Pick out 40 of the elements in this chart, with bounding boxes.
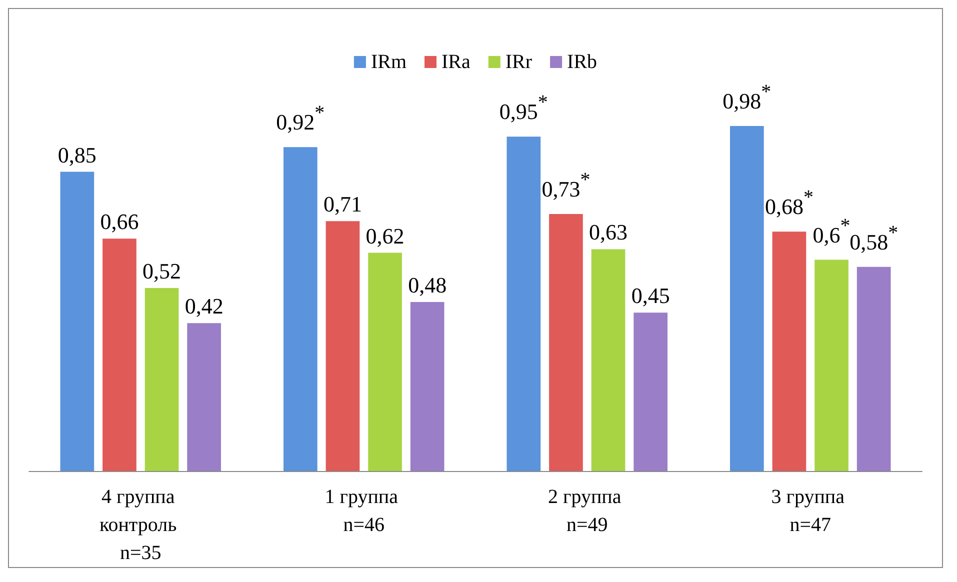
data-label: 0,62 <box>366 223 404 248</box>
bar <box>549 214 583 471</box>
bar <box>326 221 360 471</box>
data-label: 0,48 <box>408 272 447 298</box>
bar <box>102 238 136 471</box>
data-label: 0,52 <box>142 258 182 284</box>
data-label: 0,92* <box>276 102 325 135</box>
data-label: 0,6* <box>812 214 850 248</box>
legend-label: IRb <box>567 51 598 73</box>
bar <box>368 252 402 471</box>
bar <box>772 232 806 471</box>
bar <box>187 323 221 471</box>
bar <box>410 302 444 471</box>
data-label: 0,63 <box>589 220 628 245</box>
data-label: 0,42 <box>184 294 224 319</box>
data-label: 0,73* <box>542 169 590 202</box>
data-label: 0,71 <box>323 192 362 217</box>
data-label: 0,66 <box>100 209 139 234</box>
bar <box>144 288 179 471</box>
legend-label: IRr <box>505 51 532 73</box>
bar <box>634 312 668 471</box>
x-tick-label: 2 группа n=49 <box>548 486 626 536</box>
bar <box>814 260 848 471</box>
bar <box>856 266 891 471</box>
data-label: 0,58* <box>850 222 898 254</box>
bar <box>284 147 318 471</box>
bar <box>60 172 94 471</box>
bar <box>730 126 764 471</box>
legend-label: IRm <box>370 51 407 73</box>
data-label: 0,45 <box>631 283 670 308</box>
data-label: 0,98* <box>722 81 772 114</box>
data-label: 0,85 <box>58 142 96 168</box>
legend-label: IRa <box>442 51 471 73</box>
x-tick-label: 1 группа n=46 <box>324 486 403 536</box>
x-tick-label: 3 группа n=47 <box>771 486 850 536</box>
data-label: 0,95* <box>499 92 548 124</box>
x-tick-label: 4 группа контроль n=35 <box>100 486 182 564</box>
bar <box>506 136 541 471</box>
data-label: 0,68* <box>764 186 814 220</box>
bar <box>591 249 626 471</box>
